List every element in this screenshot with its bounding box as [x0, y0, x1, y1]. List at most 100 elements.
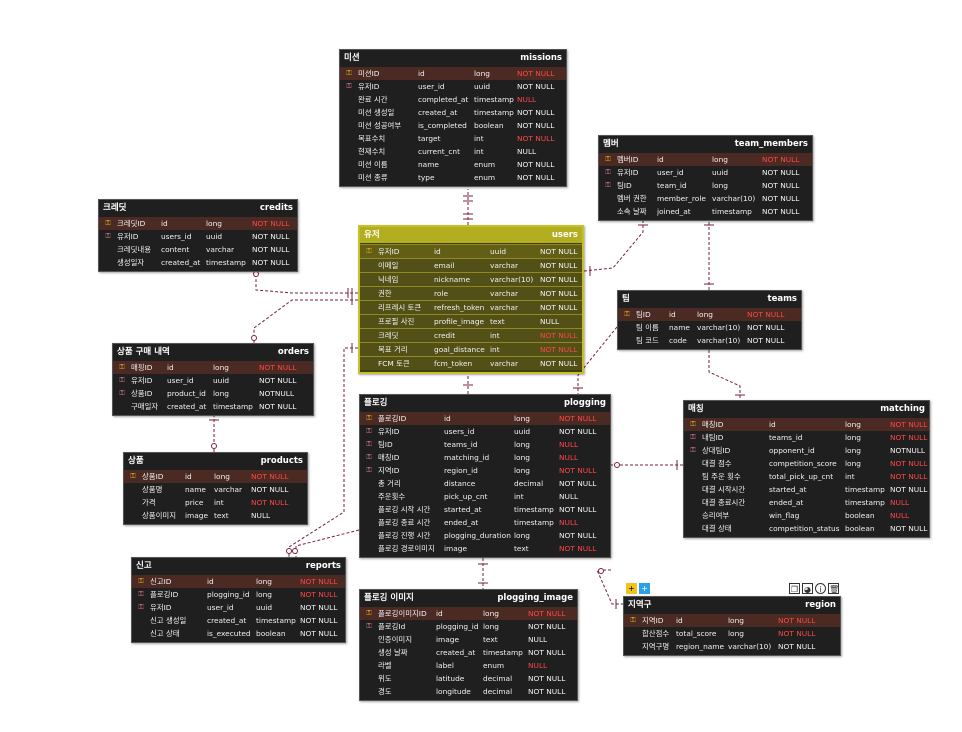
table-row[interactable]: 닉네임 nickname varchar(10) NOT NULL — [360, 272, 582, 286]
table-row[interactable]: ⚿ 크레딧ID id long NOT NULL — [99, 217, 297, 230]
table-orders[interactable]: 상품 구매 내역 orders ⚿ 매핑ID id long NOT NULL ⚿ 유저ID us… — [112, 343, 314, 416]
table-row[interactable]: 미션 생성일 created_at timestamp NOT NULL — [340, 106, 566, 119]
table-header[interactable]: 플로깅 plogging — [360, 395, 610, 411]
table-header[interactable]: 팀 teams — [618, 291, 801, 307]
table-header[interactable]: 상품 products — [124, 453, 307, 469]
table-matching[interactable]: 매칭 matching ⚿ 매칭ID id long NOT NULL ⚿ 내팀ID teams_… — [683, 400, 930, 538]
table-row[interactable]: 합산점수 total_score long NOT NULL — [624, 627, 840, 640]
table-row[interactable]: 상품명 name varchar NOT NULL — [124, 483, 307, 496]
table-row[interactable]: 프로필 사진 profile_image text NULL — [360, 314, 582, 328]
table-row[interactable]: ⚿ 상품ID product_id long NOTNULL — [113, 387, 313, 400]
table-row[interactable]: 생성일자 created_at timestamp NOT NULL — [99, 256, 297, 269]
table-header[interactable]: 크레딧 credits — [99, 200, 297, 216]
table-row[interactable]: ⚿ 유저ID user_id uuid NOT NULL — [113, 374, 313, 387]
table-row[interactable]: 플로깅 진행 시간 plogging_duration long NOT NULL — [360, 529, 610, 542]
table-row[interactable]: 권한 role varchar NOT NULL — [360, 286, 582, 300]
table-header[interactable]: 유저 users — [360, 227, 582, 243]
table-team_members[interactable]: 멤버 team_members ⚿ 멤버ID id long NOT NULL ⚿ 유저ID us… — [598, 135, 813, 221]
table-row[interactable]: ⚿ 유저ID users_id uuid NOT NULL — [360, 425, 610, 438]
table-region[interactable]: 지역구 region ⚿ 지역ID id long NOT NULL 합산점수 total_sc… — [623, 596, 841, 656]
table-header[interactable]: 신고 reports — [132, 558, 345, 574]
table-row[interactable]: ⚿ 플로깅이미지ID id long NOT NULL — [360, 607, 577, 620]
table-row[interactable]: 플로깅 경로이미지 image text NOT NULL — [360, 542, 610, 555]
table-row[interactable]: 대결 종료시간 ended_at timestamp NULL — [684, 496, 929, 509]
table-header[interactable]: 매칭 matching — [684, 401, 929, 417]
table-plogging[interactable]: 플로깅 plogging ⚿ 플로깅ID id long NOT NULL ⚿ 유저ID user… — [359, 394, 611, 558]
table-row[interactable]: 팀 주운 횟수 total_pick_up_cnt int NOT NULL — [684, 470, 929, 483]
table-row[interactable]: ⚿ 팀ID team_id long NOT NULL — [599, 179, 812, 192]
table-row[interactable]: ⚿ 매핑ID id long NOT NULL — [113, 361, 313, 374]
table-row[interactable]: 팀 이름 name varchar(10) NOT NULL — [618, 321, 801, 334]
table-teams[interactable]: 팀 teams ⚿ 팀ID id long NOT NULL 팀 이름 name varchar(… — [617, 290, 802, 350]
table-row[interactable]: 플로깅 종료 시간 ended_at timestamp NULL — [360, 516, 610, 529]
table-row[interactable]: ⚿ 매칭ID matching_id long NULL — [360, 451, 610, 464]
table-row[interactable]: 대결 점수 competition_score long NOT NULL — [684, 457, 929, 470]
table-row[interactable]: 구매일자 created_at timestamp NOT NULL — [113, 400, 313, 413]
table-header[interactable]: 상품 구매 내역 orders — [113, 344, 313, 360]
table-row[interactable]: ⚿ 지역ID region_id long NOT NULL — [360, 464, 610, 477]
table-row[interactable]: 목표수치 target int NOT NULL — [340, 132, 566, 145]
table-credits[interactable]: 크레딧 credits ⚿ 크레딧ID id long NOT NULL ⚿ 유저ID users… — [98, 199, 298, 272]
table-users[interactable]: 유저 users ⚿ 유저ID id uuid NOT NULL 이메일 email varcha… — [358, 225, 584, 374]
table-row[interactable]: 상품이미지 image text NULL — [124, 509, 307, 522]
table-row[interactable]: 리프레시 토큰 refresh_token varchar NOT NULL — [360, 300, 582, 314]
table-row[interactable]: 주운횟수 pick_up_cnt int NULL — [360, 490, 610, 503]
table-row[interactable]: ⚿ 상대팀ID opponent_id long NOTNULL — [684, 444, 929, 457]
table-row[interactable]: 인증이미지 image text NULL — [360, 633, 577, 646]
table-row[interactable]: 신고 상태 is_executed boolean NOT NULL — [132, 627, 345, 640]
copy-icon[interactable]: ❐ — [789, 583, 800, 594]
table-row[interactable]: ⚿ 멤버ID id long NOT NULL — [599, 153, 812, 166]
table-row[interactable]: 지역구명 region_name varchar(10) NOT NULL — [624, 640, 840, 653]
table-header[interactable]: 멤버 team_members — [599, 136, 812, 152]
table-row[interactable]: 현재수치 current_cnt int NULL — [340, 145, 566, 158]
table-row[interactable]: ⚿ 유저ID user_id uuid NOT NULL — [340, 80, 566, 93]
table-row[interactable]: 생성 날짜 created_at timestamp NOT NULL — [360, 646, 577, 659]
add-icon[interactable]: + — [639, 583, 650, 594]
table-reports[interactable]: 신고 reports ⚿ 신고ID id long NOT NULL ⚿ 플로깅ID ploggi… — [131, 557, 346, 643]
table-header[interactable]: 미션 missions — [340, 50, 566, 66]
table-row[interactable]: 플로깅 시작 시간 started_at timestamp NOT NULL — [360, 503, 610, 516]
table-row[interactable]: ⚿ 유저ID id uuid NOT NULL — [360, 244, 582, 258]
table-row[interactable]: 미션 성공여부 is_completed boolean NOT NULL — [340, 119, 566, 132]
table-header[interactable]: 지역구 region — [624, 597, 840, 613]
table-row[interactable]: 크레딧 credit int NOT NULL — [360, 328, 582, 342]
table-row[interactable]: ⚿ 팀ID teams_id long NULL — [360, 438, 610, 451]
table-row[interactable]: 승리여부 win_flag boolean NULL — [684, 509, 929, 522]
table-row[interactable]: ⚿ 유저ID users_id uuid NOT NULL — [99, 230, 297, 243]
table-row[interactable]: 멤버 권한 member_role varchar(10) NOT NULL — [599, 192, 812, 205]
trash-icon[interactable]: 🗑 — [828, 583, 840, 594]
table-row[interactable]: ⚿ 매칭ID id long NOT NULL — [684, 418, 929, 431]
table-row[interactable]: ⚿ 플로깅ID id long NOT NULL — [360, 412, 610, 425]
table-products[interactable]: 상품 products ⚿ 상품ID id long NOT NULL 상품명 name varc… — [123, 452, 308, 525]
table-row[interactable]: 대결 상태 competition_status boolean NOT NULL — [684, 522, 929, 535]
table-row[interactable]: 경도 longitude decimal NOT NULL — [360, 685, 577, 698]
table-row[interactable]: ⚿ 유저ID user_id uuid NOT NULL — [599, 166, 812, 179]
table-row[interactable]: 위도 latitude decimal NOT NULL — [360, 672, 577, 685]
table-row[interactable]: 미션 종류 type enum NOT NULL — [340, 171, 566, 184]
table-row[interactable]: ⚿ 내팀ID teams_id long NOT NULL — [684, 431, 929, 444]
table-row[interactable]: ⚿ 상품ID id long NOT NULL — [124, 470, 307, 483]
table-row[interactable]: 가격 price int NOT NULL — [124, 496, 307, 509]
table-row[interactable]: 대결 시작시간 started_at timestamp NOT NULL — [684, 483, 929, 496]
table-row[interactable]: 미션 이름 name enum NOT NULL — [340, 158, 566, 171]
table-row[interactable]: FCM 토큰 fcm_token varchar NOT NULL — [360, 356, 582, 370]
table-missions[interactable]: 미션 missions ⚿ 미션ID id long NOT NULL ⚿ 유저ID user_i… — [339, 49, 567, 187]
table-row[interactable]: ⚿ 팀ID id long NOT NULL — [618, 308, 801, 321]
table-row[interactable]: ⚿ 플로깅ID plogging_id long NOT NULL — [132, 588, 345, 601]
table-row[interactable]: ⚿ 지역ID id long NOT NULL — [624, 614, 840, 627]
table-row[interactable]: 라벨 label enum NULL — [360, 659, 577, 672]
table-row[interactable]: 총 거리 distance decimal NOT NULL — [360, 477, 610, 490]
table-row[interactable]: ⚿ 유저ID user_id uuid NOT NULL — [132, 601, 345, 614]
table-plogging_image[interactable]: 플로깅 이미지 plogging_image ⚿ 플로깅이미지ID id long NOT … — [359, 589, 578, 701]
palette-icon[interactable]: ◕ — [802, 583, 813, 594]
table-row[interactable]: ⚿ 플로깅Id plogging_id long NOT NULL — [360, 620, 577, 633]
table-row[interactable]: ⚿ 신고ID id long NOT NULL — [132, 575, 345, 588]
table-row[interactable]: 신고 생성일 created_at timestamp NOT NULL — [132, 614, 345, 627]
table-row[interactable]: 완료 시간 completed_at timestamp NULL — [340, 93, 566, 106]
table-row[interactable]: ⚿ 미션ID id long NOT NULL — [340, 67, 566, 80]
info-icon[interactable]: i — [815, 583, 826, 594]
table-row[interactable]: 이메일 email varchar NOT NULL — [360, 258, 582, 272]
table-row[interactable]: 크레딧내용 content varchar NOT NULL — [99, 243, 297, 256]
table-row[interactable]: 목표 거리 goal_distance int NOT NULL — [360, 342, 582, 356]
table-header[interactable]: 플로깅 이미지 plogging_image — [360, 590, 577, 606]
